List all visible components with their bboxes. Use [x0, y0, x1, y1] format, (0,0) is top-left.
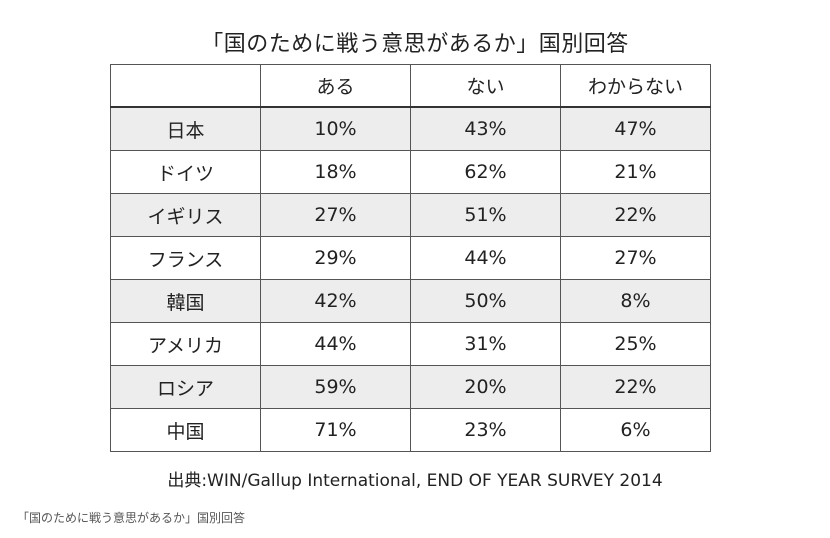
- country-cell: 中国: [110, 408, 261, 452]
- country-cell: フランス: [110, 236, 261, 280]
- value-cell: 42%: [260, 279, 411, 323]
- table-row: 韓国 42% 50% 8%: [110, 279, 711, 323]
- country-cell: イギリス: [110, 193, 261, 237]
- header-cell-blank: [110, 64, 261, 108]
- value-cell: 44%: [410, 236, 561, 280]
- country-cell: 韓国: [110, 279, 261, 323]
- value-cell: 21%: [560, 150, 711, 194]
- country-cell: アメリカ: [110, 322, 261, 366]
- table-row: ロシア 59% 20% 22%: [110, 365, 711, 409]
- table-row: イギリス 27% 51% 22%: [110, 193, 711, 237]
- value-cell: 8%: [560, 279, 711, 323]
- value-cell: 59%: [260, 365, 411, 409]
- value-cell: 22%: [560, 193, 711, 237]
- header-row: ある ない わからない: [110, 64, 711, 108]
- source-note: 出典:WIN/Gallup International, END OF YEAR…: [167, 471, 663, 491]
- value-cell: 51%: [410, 193, 561, 237]
- value-cell: 10%: [260, 106, 411, 151]
- value-cell: 47%: [560, 106, 711, 151]
- value-cell: 31%: [410, 322, 561, 366]
- country-cell: ドイツ: [110, 150, 261, 194]
- table-row: 中国 71% 23% 6%: [110, 408, 711, 452]
- country-cell: 日本: [110, 106, 261, 151]
- table-row: ドイツ 18% 62% 21%: [110, 150, 711, 194]
- value-cell: 25%: [560, 322, 711, 366]
- header-cell-nai: ない: [410, 64, 561, 108]
- header-cell-aru: ある: [260, 64, 411, 108]
- value-cell: 62%: [410, 150, 561, 194]
- value-cell: 27%: [260, 193, 411, 237]
- value-cell: 23%: [410, 408, 561, 452]
- table-row: アメリカ 44% 31% 25%: [110, 322, 711, 366]
- value-cell: 50%: [410, 279, 561, 323]
- value-cell: 44%: [260, 322, 411, 366]
- value-cell: 20%: [410, 365, 561, 409]
- chart-title: 「国のために戦う意思があるか」国別回答: [201, 32, 629, 57]
- header-cell-wakaranai: わからない: [560, 64, 711, 108]
- value-cell: 27%: [560, 236, 711, 280]
- image-caption: 「国のために戦う意思があるか」国別回答: [17, 511, 246, 525]
- value-cell: 22%: [560, 365, 711, 409]
- table-row: 日本 10% 43% 47%: [110, 106, 711, 151]
- value-cell: 18%: [260, 150, 411, 194]
- value-cell: 43%: [410, 106, 561, 151]
- value-cell: 71%: [260, 408, 411, 452]
- table-row: フランス 29% 44% 27%: [110, 236, 711, 280]
- value-cell: 29%: [260, 236, 411, 280]
- country-cell: ロシア: [110, 365, 261, 409]
- data-table: ある ない わからない 日本 10% 43% 47% ドイツ 18% 62% 21% イギリス 2…: [110, 64, 711, 452]
- value-cell: 6%: [560, 408, 711, 452]
